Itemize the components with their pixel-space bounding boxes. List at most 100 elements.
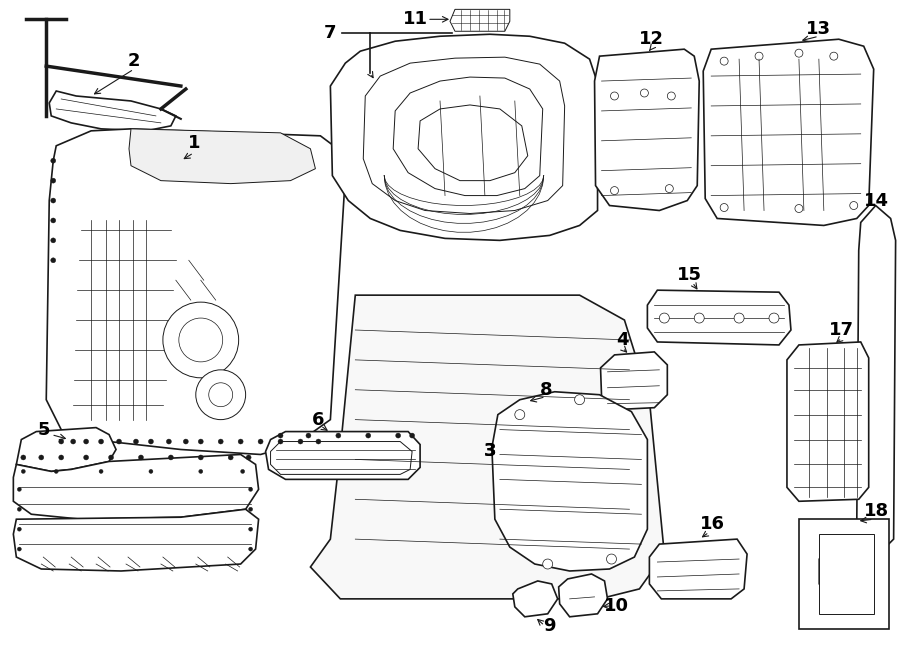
Circle shape (755, 52, 763, 60)
Circle shape (17, 527, 22, 531)
Circle shape (238, 439, 243, 444)
Circle shape (133, 439, 139, 444)
Circle shape (84, 455, 88, 460)
Circle shape (17, 487, 22, 491)
Polygon shape (559, 574, 608, 617)
Circle shape (734, 313, 744, 323)
Text: 11: 11 (402, 11, 428, 28)
Circle shape (50, 218, 56, 223)
Circle shape (196, 370, 246, 420)
Polygon shape (647, 290, 791, 345)
Circle shape (607, 554, 616, 564)
Text: 5: 5 (38, 420, 50, 439)
Polygon shape (600, 352, 667, 410)
Circle shape (17, 507, 22, 511)
Circle shape (148, 469, 153, 473)
Circle shape (218, 439, 223, 444)
Text: 14: 14 (864, 191, 889, 210)
Circle shape (246, 455, 251, 460)
Polygon shape (595, 49, 699, 211)
Circle shape (336, 433, 341, 438)
Circle shape (850, 201, 858, 209)
Circle shape (50, 238, 56, 243)
Circle shape (665, 185, 673, 193)
Circle shape (694, 313, 704, 323)
Circle shape (795, 205, 803, 213)
Polygon shape (787, 342, 868, 501)
Circle shape (50, 258, 56, 263)
Circle shape (248, 507, 253, 511)
Circle shape (54, 469, 58, 473)
Circle shape (109, 455, 113, 460)
Circle shape (50, 178, 56, 183)
Circle shape (396, 433, 400, 438)
Circle shape (365, 433, 371, 438)
Text: 18: 18 (864, 502, 889, 520)
Circle shape (163, 302, 239, 378)
Polygon shape (330, 34, 598, 240)
Circle shape (71, 439, 76, 444)
Text: 8: 8 (539, 381, 552, 399)
Polygon shape (492, 392, 647, 571)
Circle shape (58, 439, 64, 444)
Circle shape (99, 469, 104, 473)
Text: 6: 6 (312, 410, 325, 428)
Circle shape (179, 318, 222, 362)
Text: 16: 16 (699, 515, 725, 533)
Text: 10: 10 (604, 597, 629, 615)
Text: 9: 9 (544, 617, 556, 635)
Polygon shape (14, 509, 258, 571)
Circle shape (316, 439, 321, 444)
Circle shape (248, 487, 253, 491)
Text: 2: 2 (128, 52, 140, 70)
Circle shape (17, 547, 22, 551)
Polygon shape (513, 581, 558, 617)
Circle shape (298, 439, 303, 444)
Circle shape (99, 439, 104, 444)
Circle shape (720, 203, 728, 211)
Circle shape (198, 439, 203, 444)
Circle shape (240, 469, 245, 473)
Circle shape (209, 383, 233, 406)
Circle shape (22, 469, 25, 473)
Circle shape (39, 455, 44, 460)
Text: 13: 13 (806, 21, 832, 38)
Circle shape (769, 313, 779, 323)
Circle shape (148, 439, 153, 444)
Polygon shape (129, 129, 315, 183)
Circle shape (278, 433, 283, 438)
Circle shape (50, 158, 56, 164)
Text: 17: 17 (829, 321, 854, 339)
Text: 3: 3 (483, 442, 496, 461)
Polygon shape (703, 39, 874, 226)
Text: 3: 3 (483, 442, 496, 461)
Text: 7: 7 (324, 24, 337, 42)
Circle shape (258, 439, 263, 444)
Circle shape (229, 455, 233, 460)
Circle shape (720, 57, 728, 65)
Bar (819, 534, 874, 614)
Circle shape (830, 52, 838, 60)
Polygon shape (857, 205, 896, 554)
Polygon shape (450, 9, 509, 31)
Circle shape (278, 439, 283, 444)
Circle shape (139, 455, 143, 460)
Circle shape (660, 313, 670, 323)
Circle shape (306, 433, 310, 438)
Circle shape (515, 410, 525, 420)
Circle shape (84, 439, 88, 444)
Text: 1: 1 (187, 134, 200, 152)
Circle shape (543, 559, 553, 569)
Circle shape (410, 433, 415, 438)
Text: 12: 12 (639, 30, 664, 48)
Circle shape (795, 49, 803, 57)
Circle shape (21, 455, 26, 460)
Polygon shape (16, 428, 116, 471)
Circle shape (199, 469, 202, 473)
Text: 4: 4 (616, 331, 629, 349)
Circle shape (610, 92, 618, 100)
Circle shape (641, 89, 648, 97)
Circle shape (184, 439, 188, 444)
Polygon shape (266, 432, 420, 479)
Circle shape (168, 455, 174, 460)
